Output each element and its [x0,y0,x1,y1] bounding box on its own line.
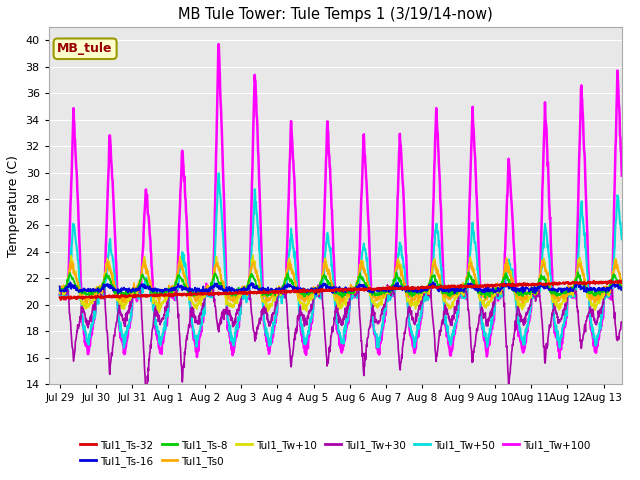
Legend: Tul1_Ts-32, Tul1_Ts-16, Tul1_Ts-8, Tul1_Ts0, Tul1_Tw+10, Tul1_Tw+30, Tul1_Tw+50,: Tul1_Ts-32, Tul1_Ts-16, Tul1_Ts-8, Tul1_… [76,435,595,471]
Title: MB Tule Tower: Tule Temps 1 (3/19/14-now): MB Tule Tower: Tule Temps 1 (3/19/14-now… [178,7,493,22]
Text: MB_tule: MB_tule [58,42,113,55]
Y-axis label: Temperature (C): Temperature (C) [7,155,20,257]
